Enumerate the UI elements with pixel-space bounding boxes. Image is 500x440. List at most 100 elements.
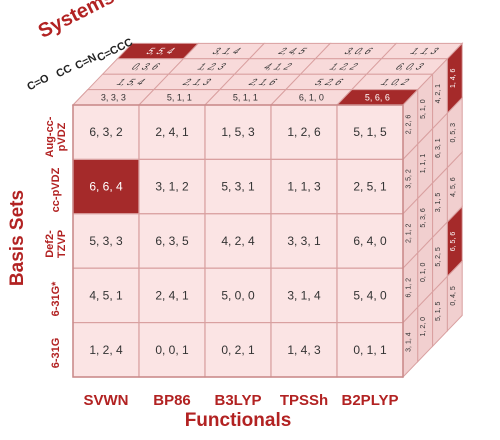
- front-cell: [72, 322, 140, 378]
- top-cell-value: 2, 1, 3: [179, 77, 214, 87]
- side-cell-value: 2, 1, 2: [405, 223, 412, 243]
- side-cell-value: 6, 1, 2: [405, 278, 412, 298]
- functionals-title: Functionals: [184, 410, 292, 431]
- top-cell-value: 1, 2, 2: [326, 62, 361, 72]
- basis-set-aug-line1: Aug-cc-: [44, 116, 56, 158]
- front-cell: [270, 267, 338, 324]
- front-cell-value: 2, 4, 1: [155, 125, 189, 139]
- top-cell-value: 1, 2, 3: [194, 62, 229, 72]
- top-cell-value: 1, 1, 3: [407, 47, 442, 57]
- top-cell-value: 2, 4, 5: [275, 47, 310, 57]
- basis-set-6-31g-star: 6-31G*: [50, 282, 62, 317]
- front-cell-value: 6, 3, 5: [155, 234, 189, 248]
- top-cell-value: 3, 0, 6: [341, 47, 376, 57]
- front-cell: [138, 158, 206, 215]
- basis-set-631gs-line1: 6-31G*: [50, 281, 62, 317]
- side-cell-value: 5, 3, 6: [420, 208, 427, 228]
- top-cell-value: 1, 0, 2: [377, 77, 412, 87]
- basis-set-cc-line1: cc-pVDZ: [50, 167, 62, 213]
- front-cell: [270, 322, 338, 378]
- top-cell-value: 3, 1, 4: [209, 47, 244, 57]
- functional-tpssh: TPSSh: [279, 392, 329, 409]
- side-cell-value: 3, 5, 2: [405, 169, 412, 189]
- front-cell-value: 0, 0, 1: [155, 343, 189, 357]
- front-cell-value: 1, 1, 3: [287, 180, 321, 194]
- front-cell-value: 2, 4, 1: [155, 288, 189, 302]
- side-cell-value: 5, 1, 5: [435, 301, 442, 321]
- side-cell-value: 0, 5, 3: [450, 123, 457, 143]
- side-cell-value: 5, 1, 0: [420, 99, 427, 119]
- front-cell: [138, 267, 206, 324]
- top-cell-value: 5, 6, 6: [365, 92, 390, 102]
- basis-set-def2-line1: Def2-: [44, 230, 56, 258]
- top-cell-value: 6, 0, 3: [392, 62, 427, 72]
- basis-set-aug-cc-pvdz: Aug-cc- pVDZ: [44, 117, 68, 158]
- functional-svwn: SVWN: [83, 392, 129, 409]
- front-cell-value: 5, 3, 1: [221, 180, 255, 194]
- top-cell-value: 2, 1, 6: [245, 77, 280, 87]
- side-cell-value: 6, 3, 1: [435, 138, 442, 158]
- front-cell: [204, 104, 272, 161]
- front-cell-value: 1, 2, 6: [287, 125, 321, 139]
- side-cell-value: 3, 1, 5: [435, 193, 442, 213]
- front-cell: [72, 213, 140, 269]
- top-cell-value: 0, 3, 6: [128, 62, 163, 72]
- side-cell-value: 4, 2, 1: [435, 84, 442, 104]
- functional-bp86: BP86: [153, 392, 191, 409]
- basis-set-def2-line2: TZVP: [56, 229, 68, 259]
- front-cell-value: 6, 4, 0: [353, 234, 387, 248]
- front-cell-value: 4, 2, 4: [221, 234, 255, 248]
- top-cell-value: 5, 1, 1: [167, 92, 192, 102]
- front-cell-value: 1, 4, 3: [287, 343, 321, 357]
- side-cell: [446, 259, 463, 333]
- front-cell-value: 3, 1, 2: [155, 180, 189, 194]
- basis-set-631g-line1: 6-31G: [50, 337, 62, 369]
- basis-set-def2-tzvp: Def2- TZVP: [44, 230, 68, 258]
- side-cell-value: 3, 1, 4: [405, 332, 412, 352]
- front-cell-value: 6, 3, 2: [89, 125, 123, 139]
- front-cell-value: 3, 1, 4: [287, 288, 321, 302]
- side-cell-value: 1, 4, 6: [450, 68, 457, 88]
- front-cell-value: 5, 3, 3: [89, 234, 123, 248]
- top-cell-value: 1, 5, 4: [113, 77, 148, 87]
- top-cell-value: 4, 1, 2: [260, 62, 295, 72]
- top-cell-value: 5, 1, 1: [233, 92, 258, 102]
- top-cell-value: 5, 5, 4: [143, 47, 178, 57]
- front-cell-value: 4, 5, 1: [89, 288, 123, 302]
- front-cell: [204, 322, 272, 378]
- front-cell: [204, 158, 272, 215]
- front-cell-value: 1, 5, 3: [221, 125, 255, 139]
- front-face-border: [72, 104, 404, 378]
- front-cell-value: 1, 2, 4: [89, 343, 123, 357]
- basis-set-aug-line2: pVDZ: [56, 122, 68, 152]
- front-cell-value: 5, 0, 0: [221, 288, 255, 302]
- front-cell-value: 6, 6, 4: [89, 180, 123, 194]
- side-cell-value: 1, 2, 0: [420, 317, 427, 337]
- front-cell: [270, 213, 338, 269]
- front-cell-value: 0, 2, 1: [221, 343, 255, 357]
- top-cell-value: 5, 2, 6: [311, 77, 346, 87]
- top-cell-value: 3, 3, 3: [101, 92, 126, 102]
- functional-b3lyp: B3LYP: [214, 392, 262, 409]
- front-cell: [336, 213, 404, 269]
- front-cell-value: 5, 1, 5: [353, 125, 387, 139]
- front-cell: [336, 158, 404, 215]
- functional-b2plyp: B2PLYP: [341, 392, 399, 409]
- front-cell-value: 2, 5, 1: [353, 180, 387, 194]
- top-cell-value: 6, 1, 0: [299, 92, 324, 102]
- basis-set-cc-pvdz: cc-pVDZ: [50, 168, 62, 213]
- front-cell-value: 0, 1, 1: [353, 343, 387, 357]
- side-cell-value: 5, 2, 5: [435, 247, 442, 267]
- basis-sets-title: Basis Sets: [7, 189, 28, 287]
- front-cell-value: 3, 3, 1: [287, 234, 321, 248]
- basis-set-6-31g: 6-31G: [50, 338, 62, 369]
- side-cell-value: 1, 1, 1: [420, 154, 427, 174]
- side-cell-value: 0, 4, 5: [450, 286, 457, 306]
- front-cell: [204, 267, 272, 324]
- side-cell-value: 4, 5, 6: [450, 177, 457, 197]
- front-cell: [204, 213, 272, 269]
- side-cell-value: 6, 5, 6: [450, 232, 457, 252]
- front-cell-value: 5, 4, 0: [353, 288, 387, 302]
